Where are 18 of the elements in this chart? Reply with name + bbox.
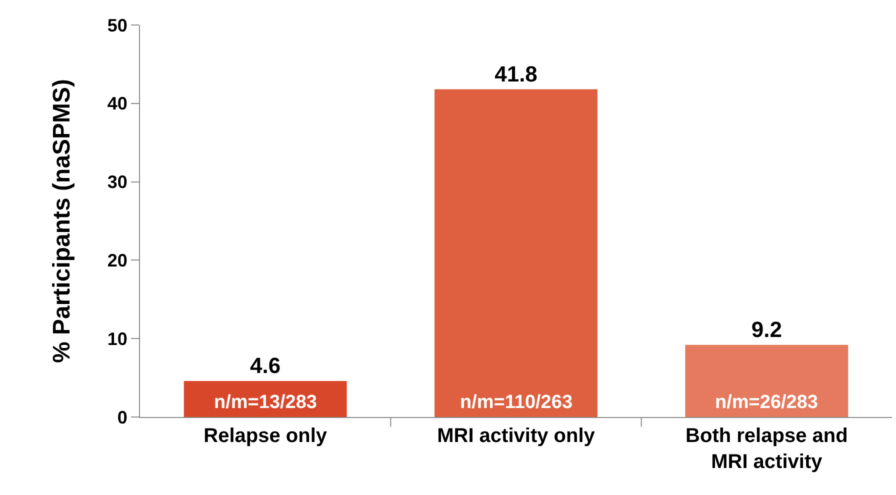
- y-tick-label: 30: [107, 172, 128, 192]
- bar: [685, 344, 848, 417]
- annotation: n/m=110/263: [460, 392, 573, 413]
- y-axis-title: % Participants (naSPMS): [48, 78, 76, 364]
- y-tick-label: 0: [117, 407, 128, 428]
- y-tick-label: 20: [107, 250, 128, 270]
- y-tick-label: 10: [107, 328, 128, 349]
- annotation: n/m=13/283: [214, 392, 317, 413]
- data-label: 41.8: [494, 61, 538, 86]
- y-tick-label: 40: [107, 94, 128, 114]
- x-tick-label: Both relapse and MRI activity: [686, 425, 848, 473]
- data-label: 4.6: [250, 352, 281, 378]
- annotation: n/m=26/283: [715, 392, 818, 413]
- x-tick-label: MRI activity only: [437, 425, 596, 447]
- data-label: 9.2: [751, 316, 782, 342]
- y-tick-label: 50: [107, 15, 128, 36]
- bar: [434, 89, 598, 417]
- x-tick-label: Relapse only: [204, 425, 328, 447]
